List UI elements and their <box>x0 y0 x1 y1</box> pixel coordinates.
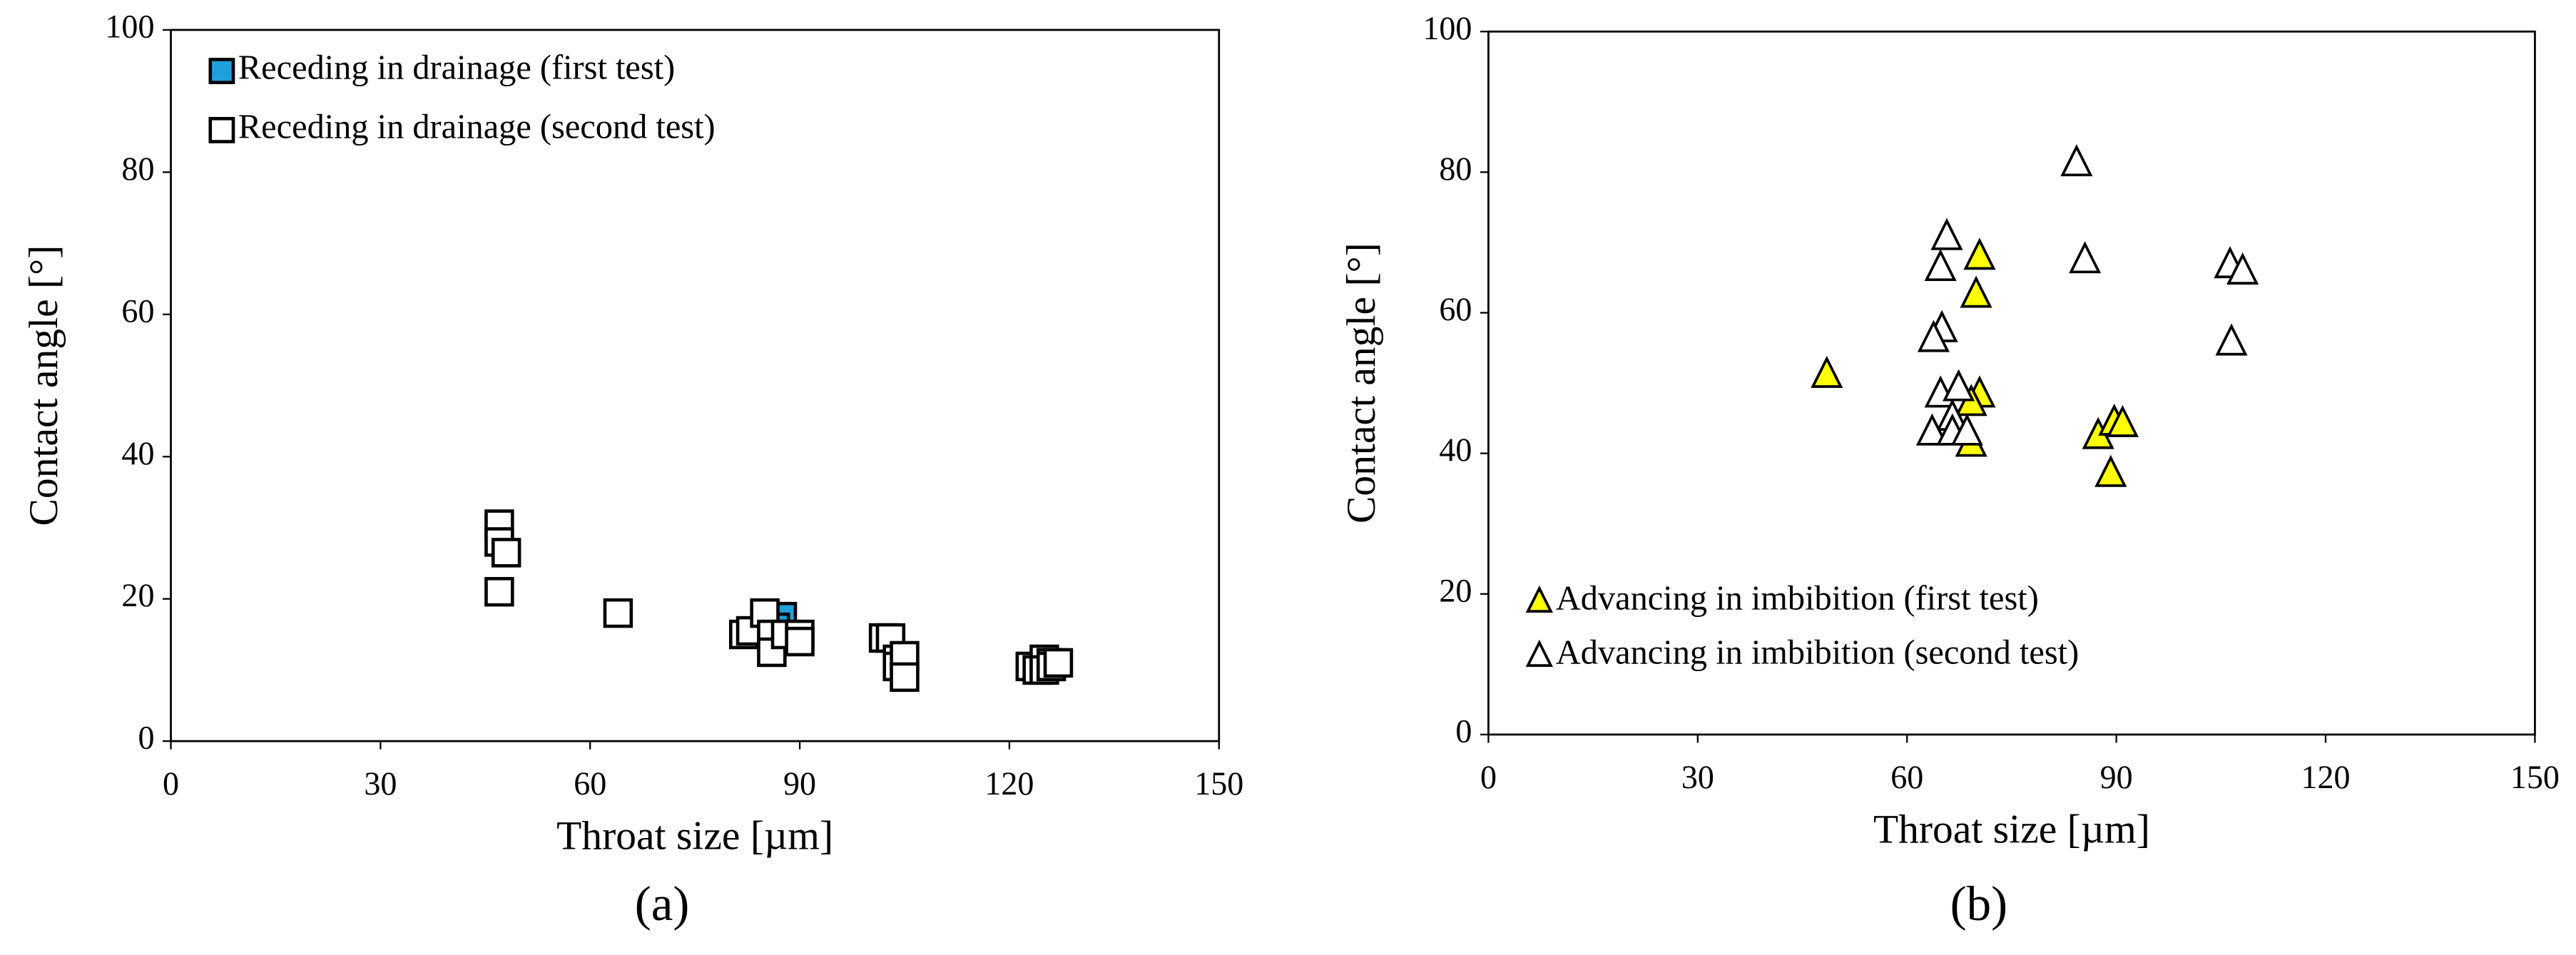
data-point <box>1963 238 1996 270</box>
x-tick-label: 150 <box>2510 759 2560 795</box>
x-tick-label: 90 <box>2100 759 2133 795</box>
legend-marker <box>1525 639 1553 667</box>
x-tick-label: 60 <box>1890 759 1923 795</box>
y-tick-label: 100 <box>1422 10 1472 46</box>
y-tick-label: 0 <box>138 720 154 756</box>
x-tick-label: 60 <box>574 765 606 802</box>
y-tick-label: 60 <box>121 292 154 329</box>
legend-label: Receding in drainage (first test) <box>238 49 675 87</box>
legend-marker <box>208 117 235 143</box>
legend-marker <box>1525 585 1553 613</box>
data-point <box>603 598 633 628</box>
y-tick-label: 80 <box>1439 150 1472 187</box>
data-point <box>1950 413 1983 446</box>
data-point <box>2215 323 2248 356</box>
data-point <box>2069 241 2102 274</box>
x-tick-label: 30 <box>364 765 397 802</box>
data-point <box>1960 275 1992 308</box>
x-tick-label: 120 <box>2301 759 2350 795</box>
legend-label: Receding in drainage (second test) <box>238 108 716 146</box>
plot-frame <box>170 29 1221 742</box>
data-point <box>1930 218 1963 250</box>
x-tick-label: 150 <box>1194 765 1243 802</box>
y-axis-label: Contact angle [°] <box>21 245 66 526</box>
y-tick-label: 100 <box>105 9 154 45</box>
caption: (b) <box>1950 876 2008 931</box>
legend-label: Advancing in imbibition (first test) <box>1556 579 2039 617</box>
legend-marker <box>208 58 235 84</box>
data-point <box>1917 320 1950 352</box>
x-tick-label: 0 <box>1480 759 1497 795</box>
data-point <box>491 538 521 568</box>
data-point <box>2094 454 2127 487</box>
y-tick-label: 80 <box>121 150 154 187</box>
data-point <box>785 626 815 657</box>
y-tick-label: 20 <box>121 577 154 613</box>
data-point <box>1943 369 1975 402</box>
data-point <box>1811 355 1843 388</box>
x-tick-label: 90 <box>783 765 816 802</box>
x-axis-label: Throat size [µm] <box>1873 807 2150 852</box>
y-tick-label: 0 <box>1455 713 1472 749</box>
data-point <box>1924 249 1957 282</box>
data-point <box>484 576 514 607</box>
plot-frame <box>1487 30 2536 736</box>
caption: (a) <box>635 876 690 931</box>
data-point <box>890 662 920 693</box>
data-point <box>1043 648 1074 678</box>
y-tick-label: 60 <box>1439 291 1472 327</box>
y-tick-label: 40 <box>121 435 154 471</box>
legend-label: Advancing in imbibition (second test) <box>1556 633 2079 671</box>
data-point <box>2226 252 2259 285</box>
y-tick-label: 40 <box>1439 431 1472 468</box>
y-tick-label: 20 <box>1439 572 1472 608</box>
x-tick-label: 0 <box>163 765 179 802</box>
data-point <box>1915 413 1949 446</box>
x-tick-label: 120 <box>984 765 1034 802</box>
x-axis-label: Throat size [µm] <box>556 814 833 859</box>
data-point <box>2060 144 2093 177</box>
data-point <box>2106 404 2139 437</box>
y-axis-label: Contact angle [°] <box>1339 242 1384 524</box>
x-tick-label: 30 <box>1681 759 1714 795</box>
